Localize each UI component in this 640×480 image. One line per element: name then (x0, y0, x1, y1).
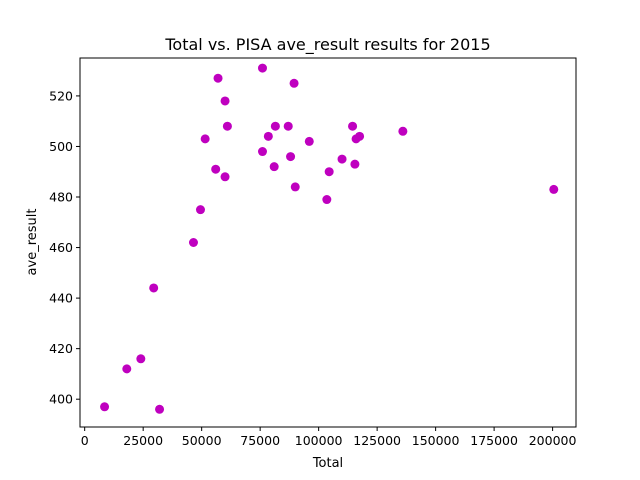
data-point (220, 172, 230, 182)
data-points (100, 63, 559, 414)
data-point (136, 354, 146, 364)
y-tick-label: 460 (49, 240, 73, 255)
data-point (304, 136, 314, 146)
data-point (337, 154, 347, 164)
data-point (211, 164, 221, 174)
x-tick-label: 75000 (240, 433, 280, 448)
data-point (122, 364, 132, 374)
data-point (290, 182, 300, 192)
data-point (269, 162, 279, 172)
y-tick-label: 520 (49, 88, 73, 103)
data-point (257, 147, 267, 157)
x-tick-label: 25000 (123, 433, 163, 448)
data-point (220, 96, 230, 106)
data-point (283, 121, 293, 131)
data-point (195, 205, 205, 215)
data-point (398, 126, 408, 136)
data-point (222, 121, 232, 131)
data-point (188, 238, 198, 247)
y-tick-label: 500 (49, 139, 73, 154)
x-tick-label: 200000 (529, 433, 577, 448)
data-point (286, 152, 296, 162)
x-tick-label: 50000 (182, 433, 222, 448)
data-point (149, 283, 159, 293)
y-tick-label: 420 (49, 341, 73, 356)
x-tick-label: 0 (81, 433, 89, 448)
plot-frame (79, 57, 577, 428)
data-point (322, 195, 332, 205)
data-point (270, 121, 280, 131)
data-point (200, 134, 210, 144)
data-point (348, 121, 358, 131)
x-tick-label: 150000 (412, 433, 460, 448)
data-point (355, 131, 365, 141)
chart-title: Total vs. PISA ave_result results for 20… (164, 35, 490, 55)
data-point (289, 78, 299, 88)
x-tick-label: 125000 (353, 433, 401, 448)
y-axis-label: ave_result (25, 209, 40, 276)
data-point (324, 167, 334, 177)
axis-ticks: 0 25000 50000 75000 100000 125000 150000 175000… (49, 88, 576, 448)
data-point (549, 184, 559, 194)
data-point (213, 73, 223, 83)
y-tick-label: 440 (49, 291, 73, 306)
data-point (263, 131, 273, 141)
y-tick-label: 480 (49, 190, 73, 205)
y-tick-label: 400 (49, 392, 73, 407)
x-axis-label: Total (312, 456, 343, 471)
data-point (155, 404, 165, 414)
x-tick-label: 100000 (295, 433, 343, 448)
data-point (350, 159, 360, 169)
data-point (257, 63, 267, 73)
x-tick-label: 175000 (470, 433, 518, 448)
data-point (100, 402, 110, 412)
